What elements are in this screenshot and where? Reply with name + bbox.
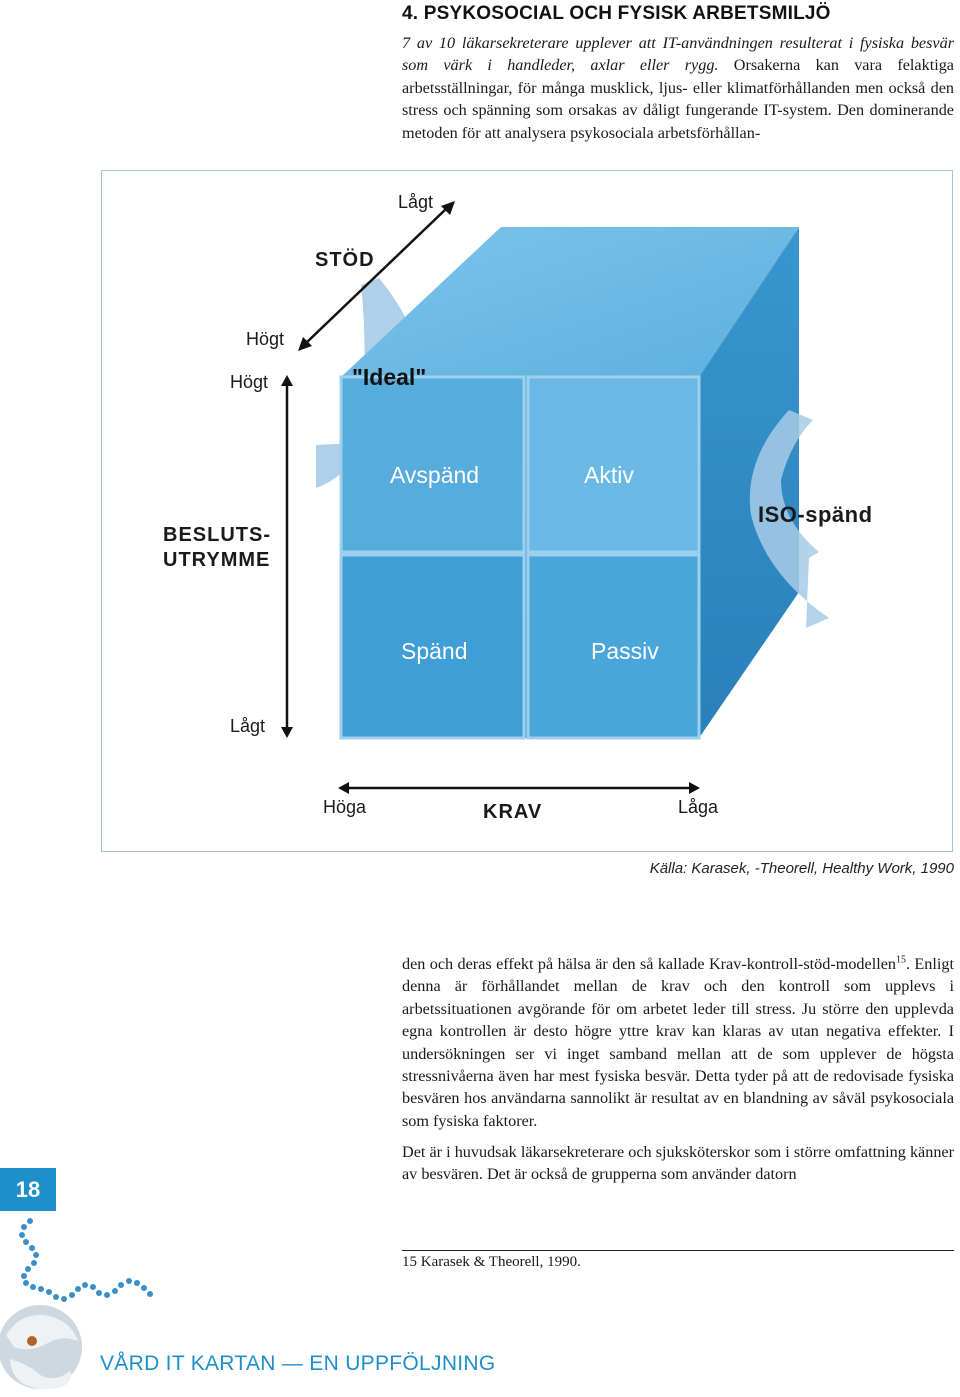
stod-axis-line: [304, 207, 448, 345]
page-number: 18: [15, 1176, 41, 1202]
besluts-high-label: Högt: [230, 372, 268, 392]
cube-side-face: [699, 227, 799, 738]
stod-high-label: Högt: [246, 329, 284, 349]
stod-label: STÖD: [315, 248, 375, 271]
iso-spand-label: ISO-spänd: [758, 502, 873, 527]
krav-low-label: Låga: [678, 797, 719, 817]
karasek-model-figure: Lågt STÖD Högt Högt BESLUTS- UTRYMME Låg…: [163, 192, 873, 823]
quadrant-avspand: [339, 375, 526, 554]
figure-frame: [101, 170, 953, 852]
stod-low-label: Lågt: [398, 192, 433, 212]
krav-arrow-right-icon: [689, 782, 700, 794]
footnote-divider: [402, 1250, 954, 1251]
iso-band-arrow: [749, 410, 829, 628]
besluts-arrow-up-icon: [281, 375, 293, 386]
continuation-paragraph-2: Det är i huvudsak läkarsekreterare och s…: [402, 1143, 954, 1184]
passiv-label: Passiv: [591, 638, 659, 664]
intro-rest: Orsakerna kan vara felaktiga arbetsställ…: [402, 56, 954, 142]
besluts-label-line1: BESLUTS-: [163, 524, 271, 546]
continuation-paragraph-1: den och deras effekt på hälsa är den så …: [402, 953, 954, 1132]
footer-title: VÅRD IT KARTAN — EN UPPFÖLJNING: [100, 1352, 496, 1375]
besluts-label-line2: UTRYMME: [163, 549, 270, 571]
cube-top-face: [341, 227, 799, 377]
figure-source-caption: Källa: Karasek, -Theorell, Healthy Work,…: [649, 860, 954, 877]
stod-arrow-up-icon: [441, 201, 455, 215]
quadrant-spand: [339, 553, 526, 740]
krav-high-label: Höga: [323, 797, 367, 817]
cont-p1-b: . Enligt denna är förhållandet mellan de…: [402, 955, 954, 1130]
besluts-arrow-down-icon: [281, 727, 293, 738]
spand-label: Spänd: [401, 638, 468, 664]
krav-label: KRAV: [483, 801, 542, 823]
footnote-ref[interactable]: 15: [895, 954, 906, 966]
cont-p1-a: den och deras effekt på hälsa är den så …: [402, 955, 896, 973]
krav-arrow-left-icon: [338, 782, 349, 794]
stod-arrow-down-icon: [298, 337, 312, 351]
aktiv-label: Aktiv: [584, 462, 634, 488]
page-number-badge: 18: [0, 1168, 56, 1211]
intro-paragraph: 7 av 10 läkarsekreterare upplever att IT…: [402, 32, 954, 144]
footnote: 15 Karasek & Theorell, 1990.: [402, 1254, 581, 1270]
intro-italic: 7 av 10 läkarsekreterare upplever att IT…: [402, 34, 954, 75]
besluts-low-label: Lågt: [230, 716, 265, 736]
quadrant-passiv: [526, 553, 701, 740]
avspand-label: Avspänd: [390, 462, 479, 488]
section-heading: 4. PSYKOSOCIAL OCH FYSISK ARBETSMILJÖ: [402, 3, 831, 24]
ideal-label: "Ideal": [352, 364, 426, 390]
globe-logo-icon: [0, 1218, 153, 1390]
quadrant-aktiv: [526, 375, 701, 554]
